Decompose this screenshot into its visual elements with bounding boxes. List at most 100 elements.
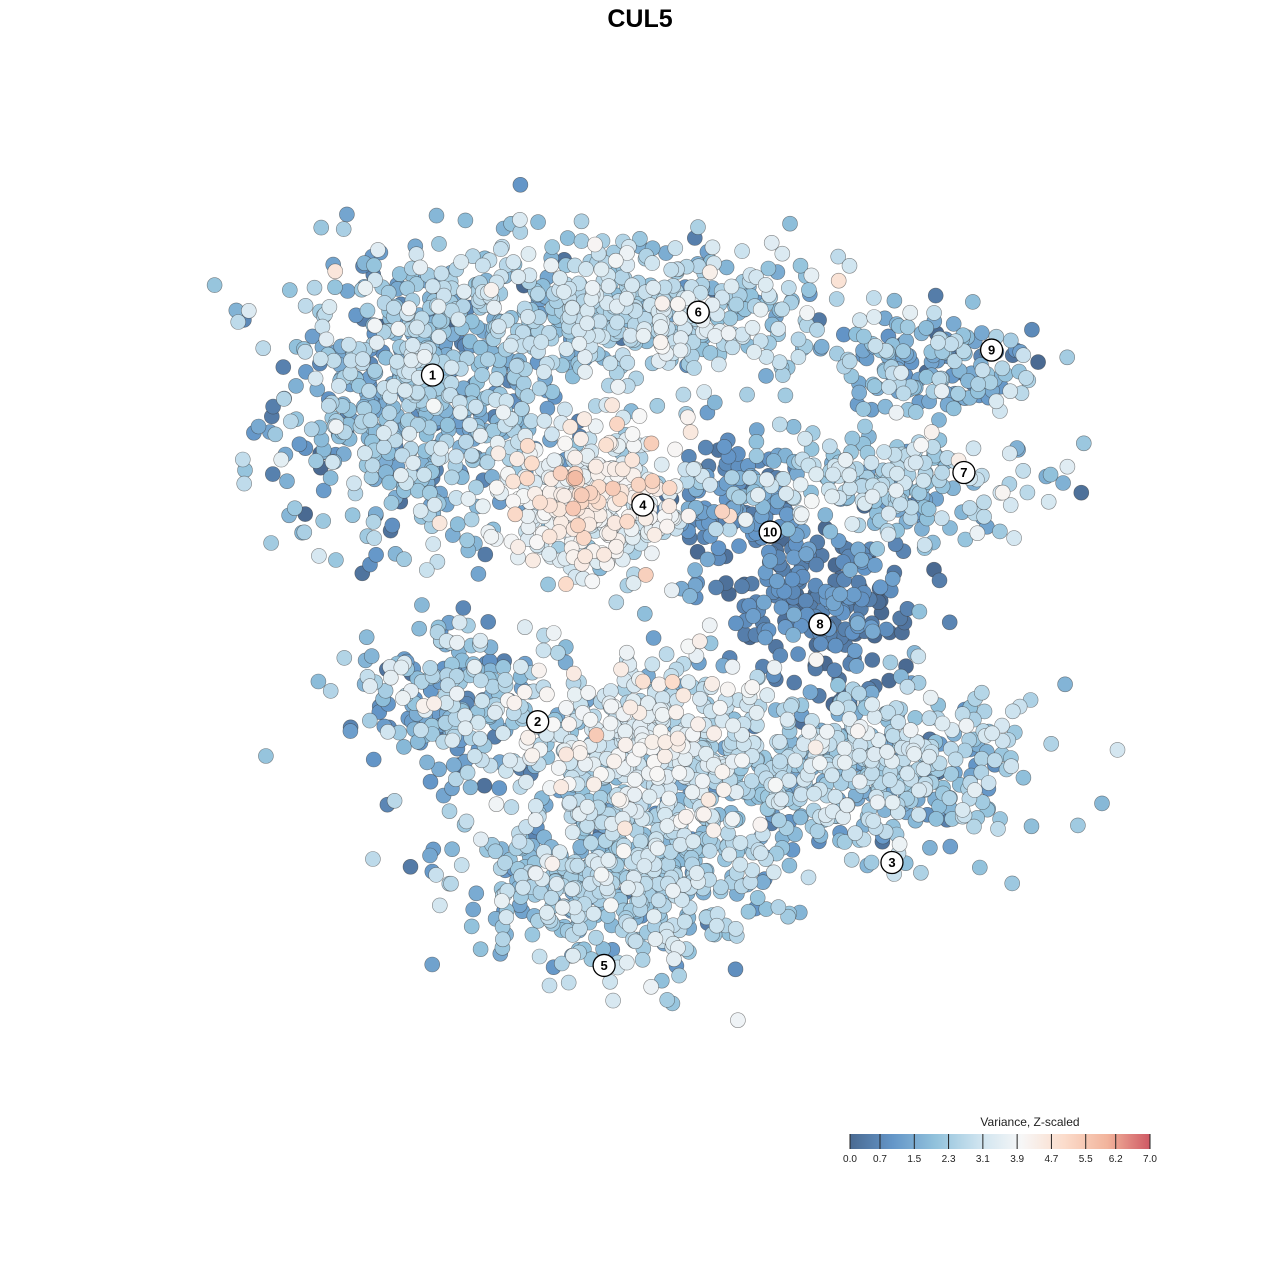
- data-point: [275, 359, 292, 375]
- data-point: [653, 456, 670, 473]
- data-point: [869, 794, 886, 811]
- data-point: [830, 272, 847, 289]
- data-point: [745, 608, 762, 624]
- data-point: [772, 753, 788, 770]
- data-point: [605, 992, 621, 1009]
- data-point: [933, 383, 950, 400]
- data-point: [672, 342, 689, 359]
- data-point: [802, 684, 819, 701]
- data-point: [637, 567, 654, 583]
- data-point: [541, 546, 558, 562]
- data-point: [728, 296, 745, 313]
- data-point: [926, 305, 942, 321]
- data-point: [752, 301, 769, 318]
- data-point: [600, 852, 617, 868]
- data-point: [771, 354, 788, 371]
- data-point: [393, 467, 409, 484]
- data-point: [610, 378, 626, 395]
- data-point: [430, 298, 447, 315]
- data-point: [864, 488, 881, 505]
- data-point: [515, 879, 531, 896]
- data-point: [803, 493, 820, 509]
- data-point: [931, 572, 948, 589]
- data-point: [585, 905, 602, 922]
- data-point: [425, 536, 442, 552]
- data-point: [763, 235, 780, 251]
- data-point: [708, 917, 725, 934]
- data-point: [445, 757, 462, 773]
- data-point: [579, 798, 596, 815]
- legend-tick-label: 3.9: [1010, 1154, 1024, 1165]
- data-point: [472, 730, 488, 747]
- data-point: [670, 730, 686, 747]
- data-point: [604, 397, 620, 414]
- data-point: [786, 606, 802, 623]
- legend-tick-label: 2.3: [942, 1154, 956, 1165]
- data-point: [362, 678, 378, 694]
- data-point: [327, 263, 344, 280]
- data-point: [561, 794, 578, 811]
- data-point: [470, 566, 487, 582]
- data-point: [829, 700, 845, 717]
- data-point: [361, 382, 377, 399]
- data-point: [573, 233, 590, 249]
- data-point: [692, 690, 708, 707]
- data-point: [564, 824, 581, 841]
- data-point: [552, 465, 569, 482]
- data-point: [864, 652, 881, 668]
- data-point: [431, 515, 448, 531]
- data-point: [930, 334, 946, 351]
- data-point: [895, 343, 912, 360]
- data-point: [1094, 795, 1110, 812]
- data-point: [808, 651, 825, 668]
- data-point: [472, 941, 489, 958]
- data-point: [649, 840, 666, 857]
- data-point: [267, 426, 284, 443]
- data-point: [564, 881, 580, 898]
- data-point: [583, 835, 599, 851]
- data-point: [857, 418, 873, 435]
- data-point: [671, 967, 687, 984]
- data-point: [365, 851, 381, 867]
- data-point: [441, 803, 458, 820]
- data-point: [634, 951, 651, 968]
- data-point: [661, 498, 678, 514]
- data-point: [1040, 493, 1057, 510]
- data-point: [650, 892, 667, 909]
- data-point: [741, 469, 758, 486]
- data-point: [867, 557, 883, 573]
- data-point: [1015, 769, 1032, 786]
- data-point: [408, 246, 425, 262]
- data-point: [723, 278, 740, 295]
- data-point: [630, 476, 647, 493]
- data-point: [851, 685, 867, 702]
- data-point: [331, 378, 347, 394]
- data-point: [844, 516, 861, 532]
- data-point: [826, 662, 843, 679]
- data-point: [682, 424, 699, 440]
- data-point: [468, 885, 485, 902]
- cluster-label-text: 2: [534, 714, 541, 729]
- data-point: [727, 961, 744, 978]
- data-point: [488, 371, 505, 388]
- data-point: [845, 586, 862, 603]
- data-point: [773, 599, 790, 616]
- data-point: [934, 464, 951, 481]
- data-point: [704, 239, 721, 256]
- data-point: [1059, 458, 1076, 475]
- data-point: [1006, 530, 1022, 546]
- data-point: [411, 620, 428, 637]
- data-point: [339, 206, 355, 223]
- data-point: [950, 385, 966, 402]
- cluster-label-text: 1: [429, 368, 436, 383]
- data-point: [824, 488, 840, 505]
- data-point: [431, 236, 447, 252]
- data-point: [419, 754, 435, 771]
- data-point: [230, 314, 246, 330]
- data-point: [414, 597, 430, 613]
- data-point: [618, 644, 635, 661]
- data-point: [808, 556, 825, 573]
- data-point: [588, 458, 604, 475]
- data-point: [635, 327, 652, 344]
